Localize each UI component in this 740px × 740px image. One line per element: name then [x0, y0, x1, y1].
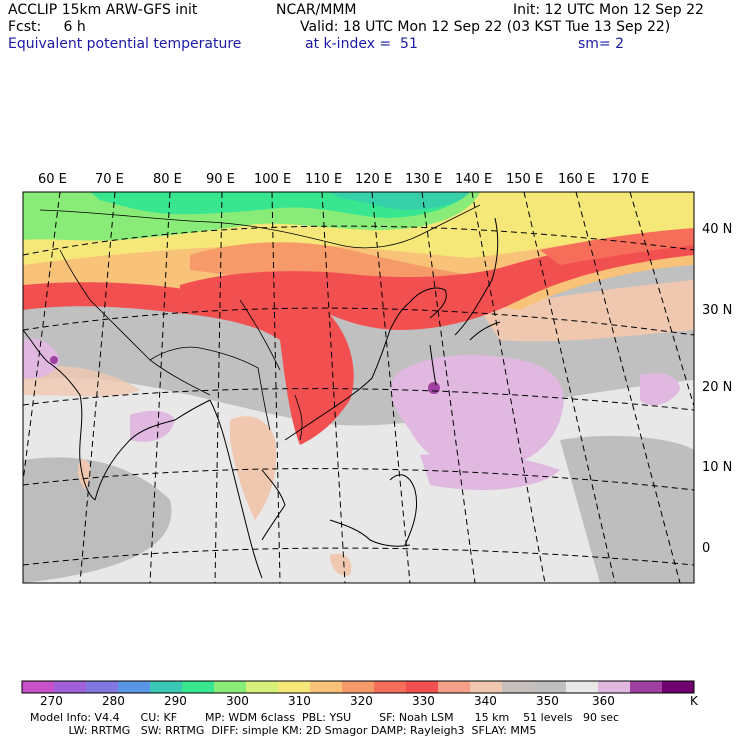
init-time: Init: 12 UTC Mon 12 Sep 22: [513, 2, 704, 18]
lon-label-100e: 100 E: [254, 172, 292, 187]
org-label: NCAR/MMM: [276, 2, 357, 18]
colorbar-swatch: [534, 681, 567, 693]
colorbar-swatch: [630, 681, 663, 693]
lon-label-130e: 130 E: [405, 172, 443, 187]
lon-label-160e: 160 E: [558, 172, 596, 187]
lon-label-90e: 90 E: [206, 172, 235, 187]
lat-label-0: 0: [702, 541, 711, 556]
colorbar-swatch: [150, 681, 183, 693]
colorbar-tick-300: 300: [226, 694, 249, 708]
colorbar-swatch: [22, 681, 55, 693]
colorbar-swatch: [86, 681, 119, 693]
lon-label-120e: 120 E: [355, 172, 393, 187]
field-name: Equivalent potential temperature: [8, 36, 242, 52]
lon-label-70e: 70 E: [95, 172, 124, 187]
model-info-line1: Model Info: V4.4 CU: KF MP: WDM 6class P…: [30, 711, 620, 724]
lon-label-110e: 110 E: [305, 172, 343, 187]
colorbar-swatch: [598, 681, 631, 693]
model-info-line2: LW: RRTMG SW: RRTMG DIFF: simple KM: 2D …: [30, 724, 537, 737]
colorbar-swatch: [566, 681, 599, 693]
colorbar-swatch: [374, 681, 407, 693]
lon-label-80e: 80 E: [153, 172, 182, 187]
colorbar-tick-320: 320: [350, 694, 373, 708]
forecast-hour: Fcst: 6 h: [8, 19, 86, 35]
colorbar-tick-310: 310: [288, 694, 311, 708]
level-index: at k-index = 51: [305, 36, 418, 52]
colorbar-swatch: [246, 681, 279, 693]
valid-time: Valid: 18 UTC Mon 12 Sep 22 (03 KST Tue …: [300, 19, 671, 35]
lat-label-20n: 20 N: [702, 380, 733, 395]
colorbar: [21, 680, 695, 694]
colorbar-tick-330: 330: [412, 694, 435, 708]
colorbar-swatch: [438, 681, 471, 693]
lat-label-40n: 40 N: [702, 222, 733, 237]
map-frame: [22, 191, 695, 584]
colorbar-tick-340: 340: [474, 694, 497, 708]
smoothing: sm= 2: [578, 36, 625, 52]
lat-label-10n: 10 N: [702, 460, 733, 475]
colorbar-tick-360: 360: [592, 694, 615, 708]
lon-label-60e: 60 E: [38, 172, 67, 187]
lat-label-30n: 30 N: [702, 303, 733, 318]
colorbar-swatch: [214, 681, 247, 693]
colorbar-tick-280: 280: [102, 694, 125, 708]
colorbar-swatch: [662, 681, 695, 693]
colorbar-swatch: [54, 681, 87, 693]
colorbar-swatch: [118, 681, 151, 693]
colorbar-tick-350: 350: [536, 694, 559, 708]
colorbar-unit: K: [690, 694, 698, 708]
colorbar-swatch: [278, 681, 311, 693]
lon-label-170e: 170 E: [612, 172, 650, 187]
colorbar-tick-270: 270: [40, 694, 63, 708]
lon-label-140e: 140 E: [455, 172, 493, 187]
colorbar-swatch: [502, 681, 535, 693]
model-title: ACCLIP 15km ARW-GFS init: [8, 2, 198, 18]
colorbar-frame: [21, 680, 695, 694]
colorbar-swatch: [182, 681, 215, 693]
colorbar-swatch: [406, 681, 439, 693]
colorbar-swatch: [470, 681, 503, 693]
colorbar-swatch: [310, 681, 343, 693]
colorbar-swatch: [342, 681, 375, 693]
colorbar-tick-290: 290: [164, 694, 187, 708]
lon-label-150e: 150 E: [506, 172, 544, 187]
